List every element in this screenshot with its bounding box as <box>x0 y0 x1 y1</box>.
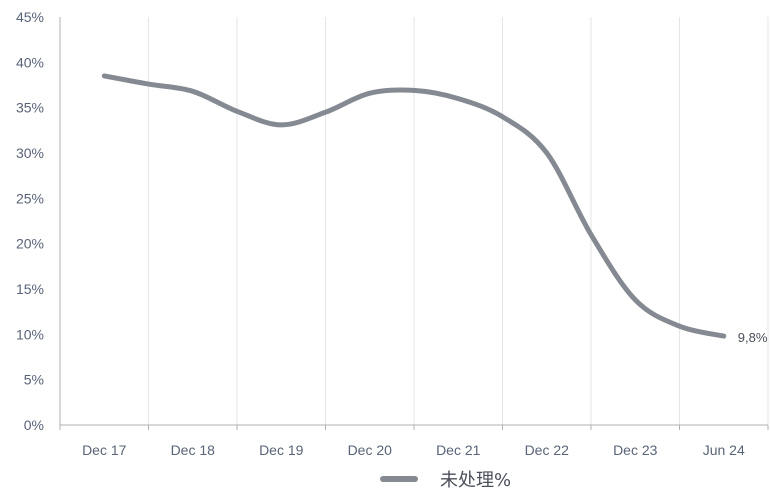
grid <box>148 17 769 425</box>
x-tick-label: Jun 24 <box>703 442 745 458</box>
y-tick-label: 40% <box>16 54 44 70</box>
x-tick-label: Dec 18 <box>171 442 216 458</box>
x-tick-label: Dec 22 <box>525 442 570 458</box>
y-tick-label: 30% <box>16 145 44 161</box>
end-data-label: 9,8% <box>738 330 768 345</box>
y-tick-label: 5% <box>24 372 44 388</box>
y-tick-label: 0% <box>24 417 44 433</box>
y-tick-label: 15% <box>16 281 44 297</box>
x-tick-label: Dec 23 <box>613 442 658 458</box>
y-tick-label: 45% <box>16 9 44 25</box>
legend-swatch <box>380 476 418 482</box>
y-tick-label: 10% <box>16 326 44 342</box>
x-tick-label: Dec 19 <box>259 442 304 458</box>
y-tick-label: 25% <box>16 190 44 206</box>
series-line-unprocessed <box>101 73 727 339</box>
x-axis-ticks: Dec 17 Dec 18 Dec 19 Dec 20 Dec 21 Dec 22 Dec … <box>82 442 745 458</box>
y-axis-ticks: 0% 5% 10% 15% 20% 25% 30% 35% 40% 45% <box>16 9 44 433</box>
x-tick-label: Dec 20 <box>348 442 393 458</box>
legend: 未处理% <box>380 466 511 492</box>
x-tick-label: Dec 17 <box>82 442 127 458</box>
x-axis <box>59 17 769 430</box>
y-tick-label: 35% <box>16 100 44 116</box>
legend-label: 未处理% <box>440 470 512 491</box>
x-tick-label: Dec 21 <box>436 442 481 458</box>
y-tick-label: 20% <box>16 236 44 252</box>
